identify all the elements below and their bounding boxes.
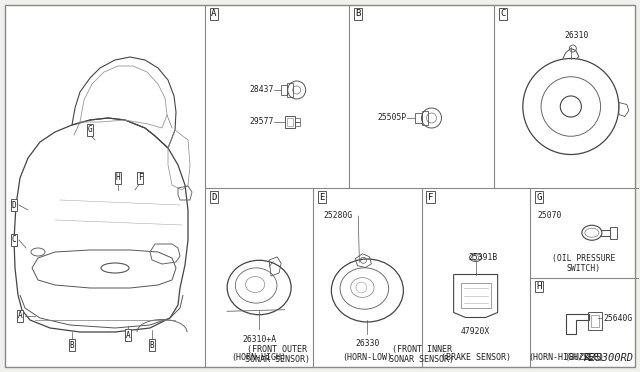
Text: (HORN-HIGH/SEC): (HORN-HIGH/SEC) — [529, 353, 604, 362]
Bar — [294, 118, 300, 122]
Bar — [591, 315, 599, 327]
Text: G: G — [88, 125, 92, 135]
Text: 25070: 25070 — [538, 212, 562, 221]
Text: C: C — [500, 10, 506, 19]
Text: A: A — [125, 330, 131, 340]
Bar — [610, 227, 617, 239]
Text: (FRONT OUTER: (FRONT OUTER — [247, 345, 307, 354]
Text: (FRONT INNER: (FRONT INNER — [392, 345, 451, 354]
Text: 25640G: 25640G — [604, 314, 633, 323]
Text: 25280G: 25280G — [323, 212, 353, 221]
Text: SONAR SENSOR): SONAR SENSOR) — [244, 355, 310, 364]
Text: (HORN-HIGH): (HORN-HIGH) — [232, 353, 287, 362]
Text: A: A — [18, 311, 22, 321]
Text: (BRAKE SENSOR): (BRAKE SENSOR) — [440, 353, 511, 362]
Text: R25300RD: R25300RD — [584, 353, 634, 363]
Text: B: B — [356, 10, 361, 19]
Text: H: H — [536, 282, 541, 291]
Text: B: B — [70, 340, 74, 350]
Text: F: F — [138, 173, 142, 183]
Text: A: A — [211, 10, 217, 19]
Text: D: D — [12, 201, 16, 209]
Text: 25505P: 25505P — [377, 113, 406, 122]
Text: H: H — [116, 173, 120, 183]
FancyBboxPatch shape — [5, 5, 635, 367]
Text: C: C — [12, 235, 16, 244]
Text: D: D — [211, 192, 217, 202]
Text: F: F — [428, 192, 433, 202]
Text: (HORN-LOW): (HORN-LOW) — [342, 353, 392, 362]
Text: G: G — [536, 192, 541, 202]
Bar — [588, 312, 602, 330]
Bar — [294, 122, 300, 126]
Text: (BUZZER): (BUZZER) — [564, 353, 604, 362]
Text: SWITCH): SWITCH) — [567, 263, 601, 273]
Text: 26310+A: 26310+A — [242, 334, 276, 343]
Text: 29577: 29577 — [250, 118, 274, 126]
Text: 26310: 26310 — [564, 32, 589, 41]
Text: SONAR SENSOR): SONAR SENSOR) — [389, 355, 454, 364]
Text: 28437: 28437 — [250, 86, 274, 94]
Text: 26330: 26330 — [355, 340, 380, 349]
Text: B: B — [150, 340, 154, 350]
Bar — [287, 118, 292, 126]
Text: E: E — [319, 192, 325, 202]
Text: 25391B: 25391B — [468, 253, 498, 262]
Text: (OIL PRESSURE: (OIL PRESSURE — [552, 253, 616, 263]
Text: 47920X: 47920X — [461, 327, 490, 337]
